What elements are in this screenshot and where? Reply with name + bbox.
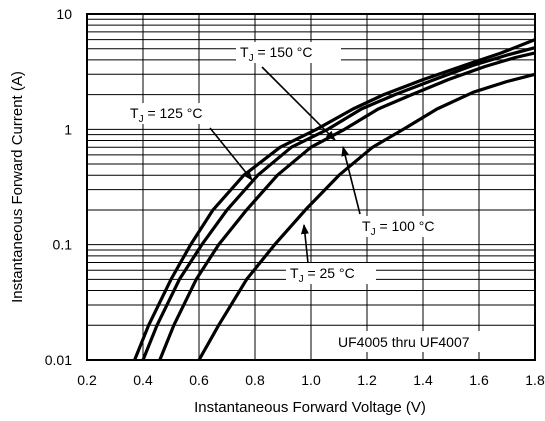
x-tick-label: 1.4 [413, 372, 433, 388]
part-number-text: UF4005 thru UF4007 [338, 334, 470, 350]
arrow-125c [209, 127, 253, 181]
series-line-1 [133, 38, 536, 361]
x-tick-label: 1.2 [357, 372, 377, 388]
label-backdrop [126, 103, 231, 124]
part-number-backdrop [333, 331, 505, 352]
series-line-2 [141, 46, 536, 361]
y-axis-label: Instantaneous Forward Current (A) [9, 71, 26, 303]
label-backdrop [358, 216, 456, 237]
y-tick-label: 0.01 [45, 352, 72, 368]
x-tick-label: 1.6 [469, 372, 489, 388]
label-backdrop [236, 42, 341, 63]
arrow-25c [300, 224, 309, 264]
y-tick-labels: 0.01 0.1 1 10 [45, 6, 72, 368]
y-tick-label: 1 [64, 121, 72, 137]
x-tick-labels: 0.2 0.4 0.6 0.8 1.0 1.2 1.4 1.6 1.8 [77, 372, 545, 388]
label-backdrop [286, 263, 376, 284]
series-label-text: TJ = 125 °C [130, 105, 202, 125]
x-tick-label: 0.2 [77, 372, 97, 388]
annotations: TJ = 150 °C TJ = 125 °C TJ = 100 °C TJ = 25… [126, 42, 505, 352]
label-100c: TJ = 100 °C [358, 216, 456, 238]
x-tick-label: 0.4 [133, 372, 153, 388]
arrow-100c [341, 146, 361, 215]
y-tick-label: 0.1 [53, 237, 73, 253]
x-tick-label: 1.0 [301, 372, 321, 388]
arrow-150c [261, 66, 336, 141]
plot-frame [86, 13, 536, 361]
x-tick-label: 0.8 [245, 372, 265, 388]
grid [87, 14, 535, 360]
x-tick-label: 1.8 [525, 372, 545, 388]
x-tick-label: 0.6 [189, 372, 209, 388]
series-label-text: TJ = 100 °C [362, 218, 434, 238]
x-axis-label: Instantaneous Forward Voltage (V) [194, 399, 426, 416]
label-150c: TJ = 150 °C [236, 42, 341, 64]
series-label-text: TJ = 25 °C [290, 265, 355, 285]
series-group [133, 38, 536, 361]
part-number-note: UF4005 thru UF4007 [333, 331, 505, 352]
label-25c: TJ = 25 °C [286, 263, 376, 285]
label-125c: TJ = 125 °C [126, 103, 231, 125]
y-tick-label: 10 [56, 6, 72, 22]
series-label-text: TJ = 150 °C [240, 44, 312, 64]
series-line-4 [197, 72, 536, 361]
